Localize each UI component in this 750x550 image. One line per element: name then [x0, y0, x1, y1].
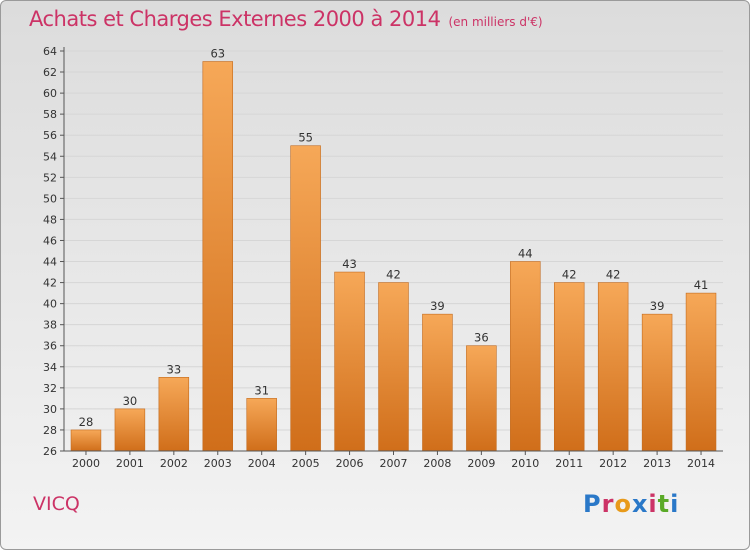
y-tick-label: 60 — [43, 87, 57, 100]
value-label: 63 — [210, 47, 225, 61]
y-tick-label: 28 — [43, 424, 57, 437]
x-tick-label: 2014 — [687, 457, 715, 470]
value-label: 31 — [254, 383, 269, 397]
bar — [378, 282, 409, 452]
x-tick-label: 2000 — [72, 457, 100, 470]
chart-subtitle: (en milliers d'€) — [448, 15, 543, 29]
value-label: 43 — [342, 257, 357, 271]
x-tick-label: 2006 — [336, 457, 364, 470]
y-tick-label: 58 — [43, 108, 57, 121]
value-label: 39 — [430, 299, 445, 313]
y-tick-label: 30 — [43, 403, 57, 416]
value-label: 30 — [123, 394, 138, 408]
bar — [597, 282, 629, 452]
x-tick-label: 2011 — [555, 457, 583, 470]
logo-letter: P — [583, 490, 602, 518]
y-tick-label: 54 — [43, 150, 57, 163]
x-tick-label: 2010 — [511, 457, 539, 470]
logo-letter: r — [601, 490, 615, 518]
x-tick-label: 2012 — [599, 457, 627, 470]
y-tick-label: 50 — [43, 192, 57, 205]
y-tick-label: 62 — [43, 66, 57, 79]
chart-title: Achats et Charges Externes 2000 à 2014 (e… — [29, 7, 543, 31]
bar — [553, 282, 585, 452]
x-tick-label: 2007 — [380, 457, 408, 470]
bar — [422, 313, 453, 452]
logo-letter: x — [631, 490, 649, 518]
bar — [685, 292, 717, 452]
value-label: 42 — [386, 268, 401, 282]
y-tick-label: 48 — [43, 213, 57, 226]
value-label: 33 — [167, 362, 182, 376]
value-label: 41 — [694, 278, 709, 292]
value-label: 28 — [79, 415, 94, 429]
commune-name: VICQ — [33, 493, 80, 515]
y-tick-label: 34 — [43, 361, 57, 374]
y-tick-label: 38 — [43, 319, 57, 332]
y-tick-label: 42 — [43, 277, 57, 290]
y-tick-label: 44 — [43, 256, 57, 269]
x-tick-label: 2005 — [292, 457, 320, 470]
value-label: 42 — [562, 268, 577, 282]
logo-letter: t — [657, 490, 671, 518]
bar — [70, 429, 102, 452]
y-tick-label: 46 — [43, 234, 57, 247]
bar — [158, 377, 190, 452]
x-tick-label: 2008 — [423, 457, 451, 470]
bar — [202, 61, 234, 452]
bar — [641, 313, 673, 452]
labels: 26 28 30 32 34 36 38 40 42 44 46 48 50 52 54 56 58 60 62 64… — [43, 45, 715, 470]
value-label: 44 — [518, 247, 533, 261]
axes — [60, 47, 723, 455]
y-tick-label: 36 — [43, 340, 57, 353]
y-tick-label: 32 — [43, 382, 57, 395]
x-tick-label: 2003 — [204, 457, 232, 470]
x-tick-label: 2013 — [643, 457, 671, 470]
bar — [114, 408, 146, 452]
x-tick-label: 2009 — [467, 457, 495, 470]
logo-letter: i — [648, 490, 658, 518]
logo-letter: o — [614, 490, 632, 518]
y-tick-label: 26 — [43, 445, 57, 458]
bar — [246, 398, 277, 452]
y-tick-label: 52 — [43, 171, 57, 184]
x-tick-label: 2002 — [160, 457, 188, 470]
value-label: 39 — [650, 299, 665, 313]
value-label: 36 — [474, 331, 489, 345]
bars — [70, 61, 717, 452]
proxiti-logo[interactable]: Proxiti — [583, 490, 679, 518]
bar — [334, 271, 365, 452]
value-label: 55 — [298, 131, 313, 145]
bar — [510, 261, 541, 452]
value-label: 42 — [606, 268, 621, 282]
bar — [466, 345, 497, 452]
y-tick-label: 56 — [43, 129, 57, 142]
chart-title-text: Achats et Charges Externes 2000 à 2014 — [29, 7, 441, 31]
bar — [290, 145, 321, 452]
y-tick-label: 40 — [43, 298, 57, 311]
y-tick-label: 64 — [43, 45, 57, 58]
x-tick-label: 2001 — [116, 457, 144, 470]
x-tick-label: 2004 — [248, 457, 276, 470]
logo-letter: i — [670, 490, 680, 518]
